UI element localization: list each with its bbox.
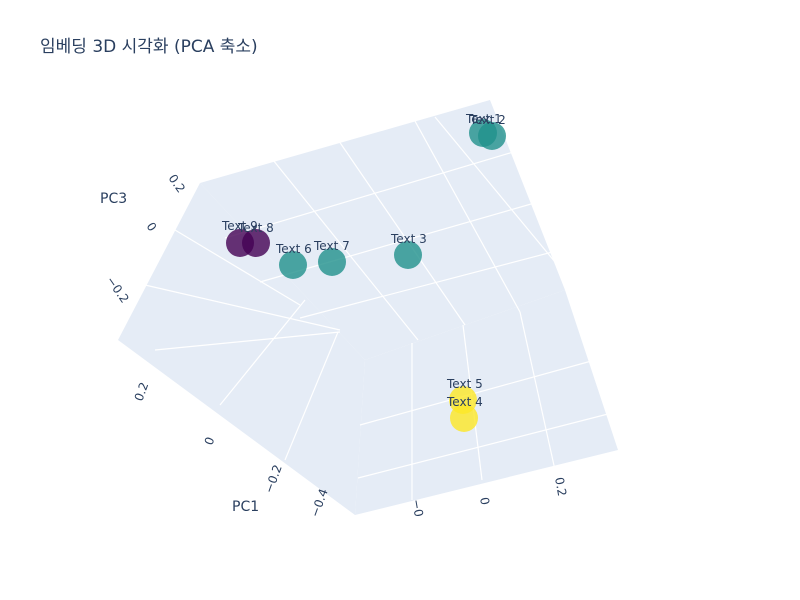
ztick-1: 0 (144, 220, 160, 234)
xtick-1: 0 (202, 435, 218, 447)
ztick-0: 0.2 (166, 172, 188, 196)
back-grid (224, 111, 561, 341)
left-pane (118, 183, 365, 515)
zaxis-title: PC3 (100, 191, 127, 207)
point-2[interactable] (478, 122, 506, 150)
point-label-6: Text 6 (275, 242, 312, 256)
point-label-2: Text 2 (469, 113, 506, 127)
point-3[interactable] (394, 241, 422, 269)
point-label-5: Text 5 (446, 377, 483, 391)
left-grid (144, 229, 341, 461)
xtick-3: −0.4 (308, 487, 331, 519)
point-4[interactable] (450, 404, 478, 432)
point-7[interactable] (318, 248, 346, 276)
point-label-1: Text 1 (465, 112, 502, 126)
point-label-7: Text 7 (313, 239, 350, 253)
chart-title: 임베딩 3D 시각화 (PCA 축소) (40, 37, 258, 57)
point-label-3: Text 3 (390, 232, 427, 246)
xtick-0: 0.2 (132, 380, 152, 403)
xaxis-title: PC1 (232, 499, 259, 515)
point-label-8: Text 8 (237, 221, 274, 235)
ytick-1: 0 (477, 496, 492, 506)
ytick-0: −0 (409, 498, 426, 518)
ytick-2: 0.2 (552, 476, 569, 497)
point-9[interactable] (226, 229, 254, 257)
point-label-4: Text 4 (446, 395, 483, 409)
point-label-9: Text 9 (221, 219, 258, 233)
xtick-2: −0.2 (262, 463, 285, 495)
point-6[interactable] (279, 251, 307, 279)
back-pane (200, 100, 565, 360)
ztick-2: −0.2 (104, 274, 132, 306)
